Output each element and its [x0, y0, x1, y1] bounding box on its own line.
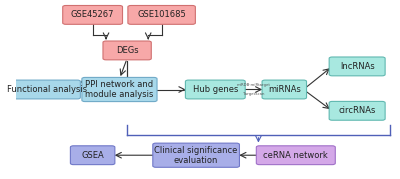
FancyBboxPatch shape — [13, 80, 80, 99]
FancyBboxPatch shape — [329, 101, 385, 120]
Text: ceRNA network: ceRNA network — [264, 151, 328, 160]
FancyBboxPatch shape — [63, 6, 122, 24]
Text: Hub genes: Hub genes — [193, 85, 238, 94]
FancyBboxPatch shape — [262, 80, 306, 99]
FancyBboxPatch shape — [103, 41, 151, 60]
FancyBboxPatch shape — [329, 57, 385, 76]
Text: TargetScan: TargetScan — [243, 92, 264, 96]
FancyBboxPatch shape — [185, 80, 245, 99]
Text: miRDB·miRtarget: miRDB·miRtarget — [237, 83, 270, 87]
FancyBboxPatch shape — [70, 146, 115, 165]
Text: GSEA: GSEA — [81, 151, 104, 160]
Text: Functional analysis: Functional analysis — [6, 85, 87, 94]
FancyBboxPatch shape — [153, 143, 240, 167]
FancyBboxPatch shape — [82, 78, 157, 101]
Text: DEGs: DEGs — [116, 46, 138, 55]
Text: GSE101685: GSE101685 — [137, 10, 186, 19]
Text: GSE45267: GSE45267 — [71, 10, 114, 19]
Text: PPI network and
module analysis: PPI network and module analysis — [85, 80, 154, 99]
Text: miRNAs: miRNAs — [268, 85, 301, 94]
FancyBboxPatch shape — [256, 146, 335, 165]
Text: Clinical significance
evaluation: Clinical significance evaluation — [154, 146, 238, 165]
Text: lncRNAs: lncRNAs — [340, 62, 374, 71]
FancyBboxPatch shape — [128, 6, 195, 24]
Text: circRNAs: circRNAs — [338, 106, 376, 115]
